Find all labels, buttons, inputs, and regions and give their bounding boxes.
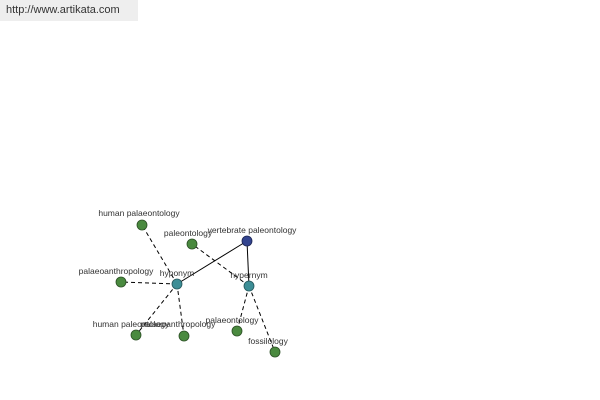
edge	[246, 240, 250, 287]
node-label: palaeoanthropology	[79, 266, 154, 276]
node-label: fossilology	[248, 336, 288, 346]
node-label: palaeontology	[206, 315, 260, 325]
site-url[interactable]: http://www.artikata.com	[0, 0, 138, 21]
node-label: vertebrate paleontology	[208, 225, 298, 235]
node[interactable]	[269, 346, 281, 358]
node[interactable]	[171, 278, 183, 290]
node-label: paleontology	[164, 228, 213, 238]
node[interactable]	[130, 329, 142, 341]
node-label: human palaeontology	[98, 208, 180, 218]
node[interactable]	[243, 280, 255, 292]
nodes: vertebrate paleontology hyponym hypernym…	[79, 208, 298, 358]
edge	[248, 285, 276, 353]
node[interactable]	[115, 276, 127, 288]
node-label: hypernym	[230, 270, 267, 280]
edge	[141, 224, 178, 285]
edge	[176, 283, 185, 337]
node[interactable]	[241, 235, 253, 247]
node[interactable]	[186, 238, 198, 250]
edges	[120, 224, 276, 353]
node-label: human paleontology	[93, 319, 170, 329]
edge	[120, 281, 178, 285]
node-label: hyponym	[160, 268, 195, 278]
edge	[135, 283, 178, 336]
edge	[191, 243, 250, 287]
edge	[176, 240, 248, 285]
node-label: palaeoanthropology	[141, 319, 216, 329]
node[interactable]	[178, 330, 190, 342]
edge	[236, 285, 250, 332]
node[interactable]	[231, 325, 243, 337]
node[interactable]	[136, 219, 148, 231]
